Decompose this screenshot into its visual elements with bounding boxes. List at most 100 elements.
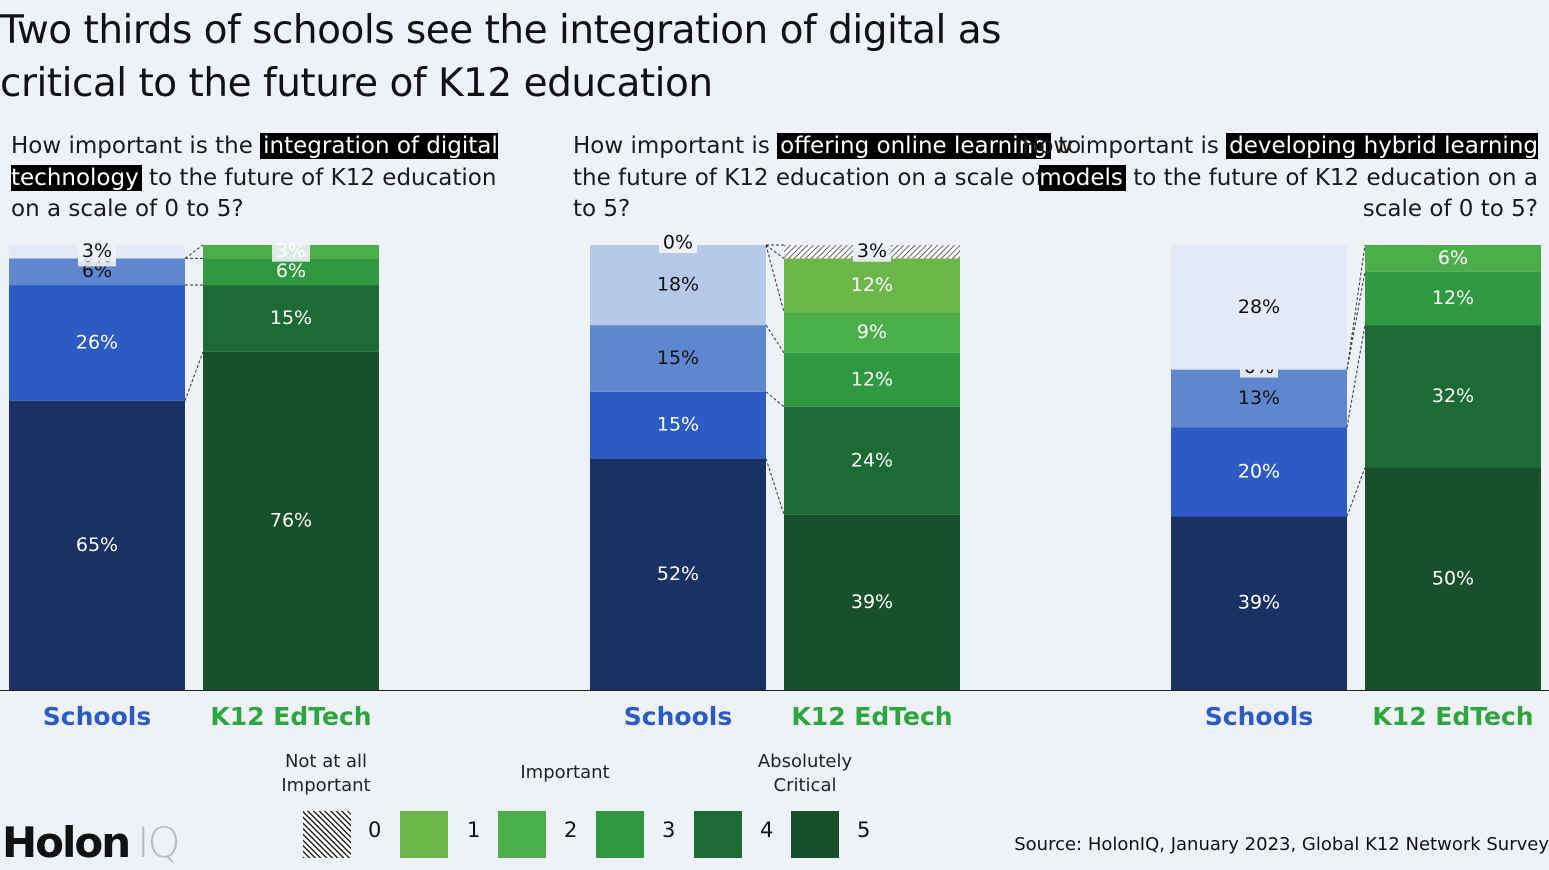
data-label-schools-level-4: 15% [657, 414, 699, 436]
legend-caption-critical: Absolutely Critical [757, 751, 853, 796]
data-label-schools-level-3: 13% [1238, 387, 1280, 409]
data-label-k12-edtech-level-4: 24% [851, 449, 893, 471]
connector-line [765, 391, 785, 408]
legend-swatch-3 [596, 811, 644, 858]
category-label-schools: Schools [1205, 702, 1313, 731]
source-note: Source: HolonIQ, January 2023, Global K1… [1014, 834, 1549, 855]
question-1: How important is the integration of digi… [11, 131, 531, 226]
category-label-edtech: K12 EdTech [210, 702, 371, 731]
legend-number-5: 5 [857, 818, 871, 842]
data-label-k12-edtech-level-5: 39% [851, 591, 893, 613]
holoniq-logo: Holon IQ [2, 818, 181, 867]
bar-segment-k12-edtech-level-3 [1365, 271, 1541, 326]
bar-segment-k12-edtech-level-4 [1365, 325, 1541, 468]
connector-line [1346, 244, 1366, 370]
data-label-k12-edtech-level-3: 12% [1432, 287, 1474, 309]
question-3-post: to the future of K12 education on a scal… [1125, 164, 1538, 223]
connector-line [765, 244, 785, 313]
bar-segment-k12-edtech-level-2 [1365, 245, 1541, 272]
data-label-k12-edtech-level-1: 12% [851, 274, 893, 296]
data-label-schools-level-5: 65% [76, 534, 118, 556]
connector-line [184, 244, 204, 259]
connector-line [765, 458, 785, 515]
question-3: How important is developing hybrid learn… [1020, 131, 1538, 226]
bar-segment-schools-level-3 [1171, 369, 1347, 428]
bar-segment-schools-level-4 [1171, 427, 1347, 517]
data-label-k12-edtech-level-0: 3% [857, 240, 887, 262]
bar-segment-schools-level-2 [590, 245, 766, 326]
data-label-schools-level-4: 20% [1238, 460, 1280, 482]
category-label-schools: Schools [624, 702, 732, 731]
data-label-bg [78, 240, 116, 262]
bar-segment-schools-level-4 [9, 285, 185, 401]
question-2-post: to the future of K12 education on a scal… [573, 133, 1082, 222]
data-label-schools-level-0: 3% [82, 240, 112, 262]
connector-line [765, 324, 785, 354]
connector-line [765, 244, 785, 259]
data-label-k12-edtech-level-4: 32% [1432, 385, 1474, 407]
data-label-k12-edtech-level-4: 15% [270, 307, 312, 329]
bar-segment-schools-level-1 [1171, 245, 1347, 370]
data-label-schools-level-3: 15% [657, 347, 699, 369]
data-label-k12-edtech-level-5: 76% [270, 509, 312, 531]
bar-segment-schools-level-5 [590, 458, 766, 690]
data-label-k12-edtech-level-2: 6% [1438, 247, 1468, 269]
question-2-pre: How important is [573, 133, 778, 159]
connector-line [1346, 325, 1366, 428]
data-label-schools-level-5: 39% [1238, 592, 1280, 614]
legend-swatch-1 [400, 811, 448, 858]
bar-segment-schools-level-5 [1171, 516, 1347, 690]
legend-swatch-0 [303, 811, 351, 858]
bar-segment-k12-edtech-level-5 [203, 351, 379, 690]
legend-caption-important: Important [520, 762, 610, 783]
question-3-pre: How important is [1022, 133, 1227, 159]
legend-number-2: 2 [564, 818, 578, 842]
bar-segment-k12-edtech-level-4 [203, 285, 379, 352]
bar-segment-schools-level-3 [590, 325, 766, 392]
question-2: How important is offering online learnin… [573, 131, 1093, 226]
data-label-k12-edtech-level-3: 6% [276, 260, 306, 282]
category-label-edtech: K12 EdTech [1372, 702, 1533, 731]
data-label-schools-level-4: 26% [76, 331, 118, 353]
bar-segment-schools-level-4 [590, 391, 766, 459]
category-label-schools: Schools [43, 702, 151, 731]
legend-number-0: 0 [368, 818, 382, 842]
bar-segment-k12-edtech-level-5 [1365, 467, 1541, 690]
bar-segment-k12-edtech-level-5 [784, 514, 960, 690]
bar-segment-k12-edtech-level-2 [784, 312, 960, 353]
data-label-schools-level-2: 18% [657, 274, 699, 296]
data-label-bg [853, 240, 891, 262]
data-label-k12-edtech-level-3: 12% [851, 368, 893, 390]
legend-swatch-5 [791, 811, 839, 858]
data-label-schools-level-0: 0% [663, 232, 693, 254]
legend-number-3: 3 [662, 818, 676, 842]
data-label-schools-level-5: 52% [657, 563, 699, 585]
chart-title: Two thirds of schools see the integratio… [0, 8, 1001, 106]
data-label-bg [272, 240, 310, 262]
data-label-bg [659, 232, 697, 253]
legend-number-4: 4 [760, 818, 774, 842]
logo-suffix: IQ [137, 818, 180, 867]
legend-number-1: 1 [467, 818, 481, 842]
legend-swatch-4 [694, 811, 742, 858]
data-label-k12-edtech-level-2: 9% [857, 321, 887, 343]
bar-segment-k12-edtech-level-3 [784, 352, 960, 407]
bar-segment-k12-edtech-level-1 [784, 258, 960, 313]
data-label-schools-level-1: 28% [1238, 296, 1280, 318]
connector-line [1346, 271, 1366, 370]
legend-swatch-2 [498, 811, 546, 858]
connector-line [1346, 467, 1366, 517]
question-2-highlight: offering online learning [777, 133, 1051, 159]
question-1-pre: How important is the [11, 133, 261, 159]
data-label-k12-edtech-level-5: 50% [1432, 567, 1474, 589]
connector-line [184, 351, 204, 401]
logo-main: Holon [2, 818, 131, 867]
data-label-k12-edtech-level-2: 3% [276, 240, 306, 262]
question-1-post: to the future of K12 education on a scal… [11, 164, 497, 223]
legend-caption-not-important: Not at all Important [281, 751, 371, 796]
bar-segment-schools-level-5 [9, 400, 185, 690]
bar-segment-k12-edtech-level-3 [203, 258, 379, 286]
category-label-edtech: K12 EdTech [791, 702, 952, 731]
bar-segment-k12-edtech-level-4 [784, 406, 960, 515]
